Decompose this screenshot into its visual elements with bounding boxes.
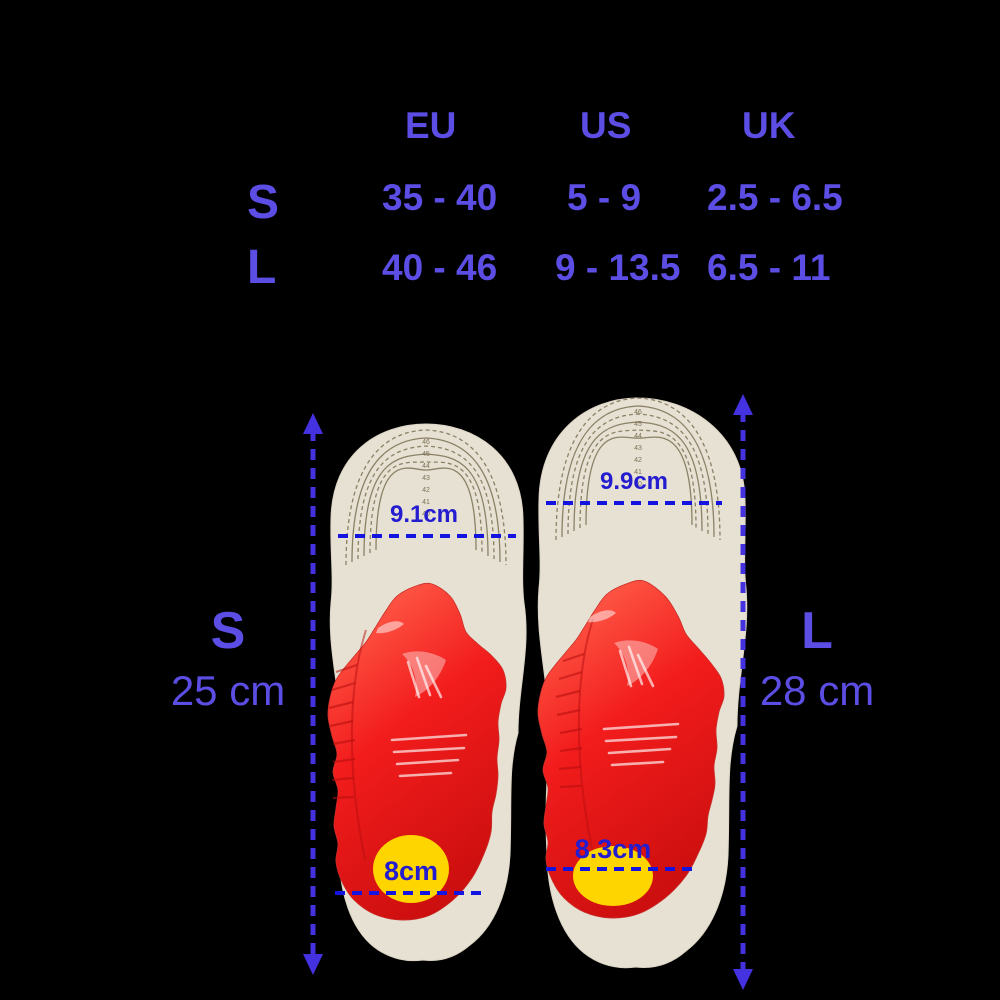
svg-text:44: 44 [634, 433, 642, 440]
svg-text:S: S [211, 602, 246, 660]
svg-text:46: 46 [634, 409, 642, 416]
svg-text:43: 43 [634, 445, 642, 452]
svg-text:9.9cm: 9.9cm [600, 468, 668, 495]
svg-text:28 cm: 28 cm [760, 667, 874, 714]
svg-text:42: 42 [634, 457, 642, 464]
svg-text:9.1cm: 9.1cm [390, 501, 458, 528]
svg-text:8cm: 8cm [384, 856, 438, 886]
svg-text:45: 45 [634, 421, 642, 428]
svg-text:8.3cm: 8.3cm [575, 834, 652, 864]
svg-text:25 cm: 25 cm [171, 667, 285, 714]
svg-text:46: 46 [422, 439, 430, 446]
svg-text:44: 44 [422, 463, 430, 470]
svg-text:43: 43 [422, 475, 430, 482]
svg-text:L: L [801, 602, 833, 660]
svg-text:45: 45 [422, 451, 430, 458]
svg-text:42: 42 [422, 487, 430, 494]
